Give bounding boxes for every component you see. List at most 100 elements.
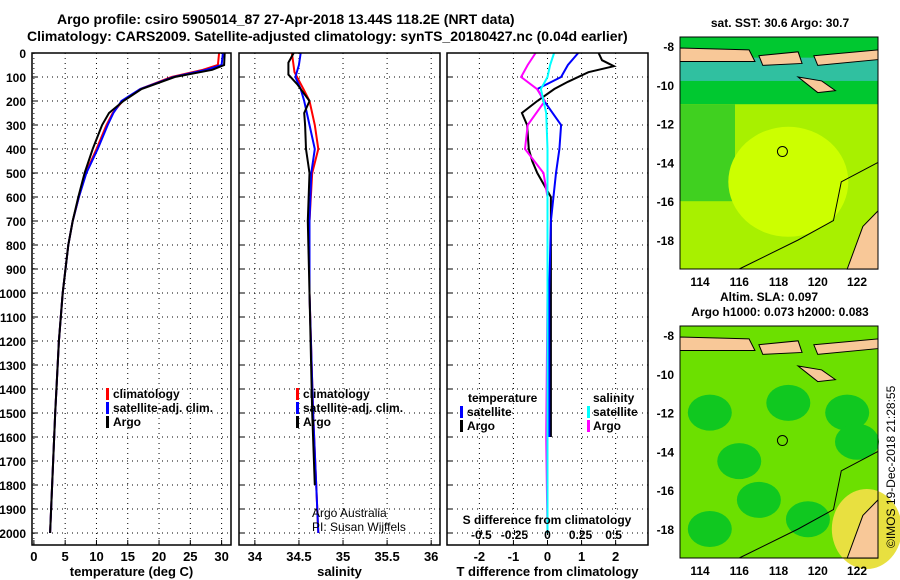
series-line-temperature-satellite [535,52,579,437]
lat-tick-label: -16 [657,195,675,209]
sla-low-patch [835,423,879,460]
depth-tick-label: 600 [6,191,26,205]
sla-map-title-1: Altim. SLA: 0.097 [720,290,818,304]
x-tick-label: 20 [152,549,166,564]
legend-label-1: satellite-adj. clim. [303,401,403,415]
s-tick-label: -0.5 [471,528,492,542]
legend-label-0: climatology [113,387,180,401]
lat-tick-label: -18 [657,523,675,537]
legend-swatch [460,406,463,418]
lat-tick-label: -14 [657,156,675,170]
legend-label-2: Argo [303,415,331,429]
x-axis-label: temperature (deg C) [70,564,194,579]
sla-low-patch [687,394,732,431]
depth-tick-label: 1200 [0,335,26,349]
series-line-satellite-adj-clim- [49,52,224,534]
s-axis-label: S difference from climatology [463,513,632,527]
series-line-salinity-argo [519,52,549,534]
depth-tick-label: 200 [6,95,26,109]
lat-tick-label: -18 [657,234,675,248]
depth-tick-label: 1900 [0,503,26,517]
x-tick-label: 0 [544,549,551,564]
legend-label-salinity: satellite [593,405,638,419]
depth-tick-label: 1400 [0,383,26,397]
title-line-2: Climatology: CARS2009. Satellite-adjuste… [27,28,628,44]
x-tick-label: -2 [474,549,486,564]
x-tick-label: 15 [121,549,135,564]
lon-tick-label: 114 [690,275,710,289]
s-tick-label: -0.25 [501,528,529,542]
legend-heading-salinity: salinity [593,391,635,405]
map-frame [679,36,879,270]
depth-tick-label: 300 [6,119,26,133]
depth-tick-label: 500 [6,167,26,181]
depth-tick-label: 2000 [0,527,26,541]
land-sumba [796,76,837,94]
sla-low-patch [825,394,870,431]
legend-label-salinity: Argo [593,419,621,433]
argo-position-marker [776,146,788,158]
legend-label-2: Argo [113,415,141,429]
series-line-argo [287,52,316,486]
argo-position-marker [776,435,788,447]
x-tick-label: 2 [612,549,619,564]
depth-tick-label: 1600 [0,431,26,445]
legend-label-1: satellite-adj. clim. [113,401,213,415]
depth-tick-label: 1100 [0,311,26,325]
x-axis-label: T difference from climatology [456,564,639,579]
plot-frame [31,52,232,546]
x-tick-label: 34.5 [286,549,311,564]
credit-line-1: Argo Australia [312,506,387,520]
land-island [679,336,756,352]
depth-tick-label: 1800 [0,479,26,493]
lon-tick-label: 118 [769,564,789,578]
x-tick-label: -1 [508,549,520,564]
lat-tick-label: -10 [657,79,675,93]
plot-frame [238,52,441,546]
x-tick-label: 35.5 [374,549,399,564]
depth-tick-label: 1500 [0,407,26,421]
land-island [679,47,756,63]
depth-tick-label: 1000 [0,287,26,301]
x-tick-label: 35 [336,549,350,564]
sla-low-patch [687,511,732,547]
credit-line-2: PI: Susan Wijffels [312,520,406,534]
lat-tick-label: -14 [657,445,675,459]
lon-tick-label: 118 [769,275,789,289]
lon-tick-label: 122 [847,275,867,289]
legend-swatch [296,416,299,428]
legend-swatch [296,402,299,414]
map-1 [679,36,879,270]
lon-tick-label: 116 [730,564,750,578]
bathymetry-contour [739,450,879,559]
lon-tick-label: 120 [808,564,828,578]
sla-low-patch [717,443,762,480]
depth-tick-label: 0 [19,47,26,61]
x-tick-label: 36 [424,549,438,564]
legend-swatch [587,420,590,432]
x-axis-label: salinity [317,564,363,579]
legend-label-temperature: satellite [467,405,512,419]
lat-tick-label: -16 [657,484,675,498]
sla-low-patch [766,384,811,421]
sst-west-patch [680,104,735,202]
legend-label-temperature: Argo [467,419,495,433]
x-tick-label: 34 [248,549,263,564]
legend-swatch [106,402,109,414]
legend-swatch [587,406,590,418]
lon-tick-label: 122 [847,564,867,578]
lat-tick-label: -12 [657,407,675,421]
x-tick-label: 1 [578,549,585,564]
depth-tick-label: 700 [6,215,26,229]
depth-tick-label: 100 [6,71,26,85]
legend-swatch [296,388,299,400]
lat-tick-label: -10 [657,368,675,382]
lon-tick-label: 114 [690,564,710,578]
legend-heading-temperature: temperature [468,391,538,405]
legend-swatch [106,388,109,400]
sla-low-patch [736,481,781,518]
map-2 [679,325,900,569]
lat-tick-label: -8 [663,40,674,54]
